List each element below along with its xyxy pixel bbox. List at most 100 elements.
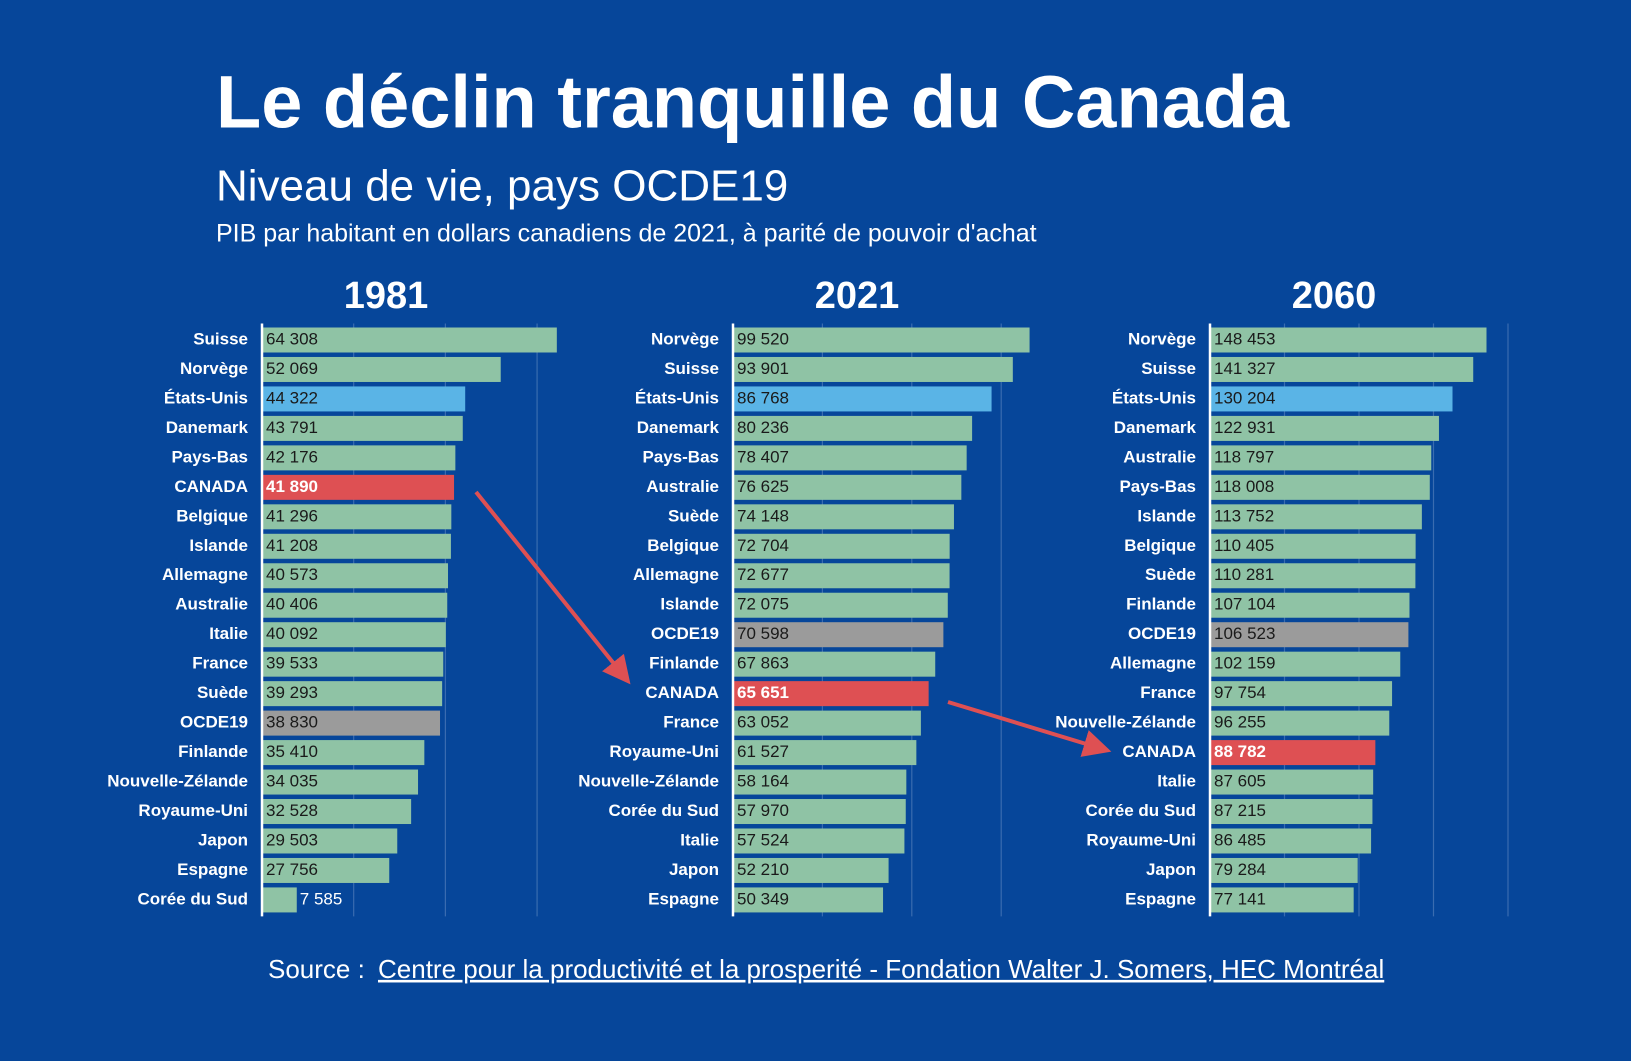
bar <box>262 887 297 913</box>
category-label: Suède <box>668 506 719 525</box>
value-label: 97 754 <box>1214 683 1266 702</box>
value-label: 35 410 <box>266 742 318 761</box>
category-label: Corée du Sud <box>1085 801 1196 820</box>
bar <box>733 533 950 559</box>
bar <box>1210 799 1373 825</box>
value-label: 79 284 <box>1214 860 1266 879</box>
value-label: 39 533 <box>266 654 318 673</box>
category-label: Danemark <box>166 418 249 437</box>
bar <box>1210 769 1374 795</box>
value-label: 102 159 <box>1214 654 1275 673</box>
category-label: Nouvelle-Zélande <box>107 772 248 791</box>
bar <box>262 622 446 648</box>
category-label: Belgique <box>647 536 719 555</box>
category-label: Corée du Sud <box>608 801 719 820</box>
value-label: 122 931 <box>1214 418 1275 437</box>
value-label: 72 075 <box>737 595 789 614</box>
bar <box>262 857 390 883</box>
bar <box>262 504 452 530</box>
category-label: OCDE19 <box>180 713 248 732</box>
value-label: 61 527 <box>737 742 789 761</box>
category-label: CANADA <box>1122 742 1196 761</box>
value-label: 88 782 <box>1214 742 1266 761</box>
bar <box>262 651 444 677</box>
bar <box>262 681 443 707</box>
bar <box>1210 887 1354 913</box>
category-label: Suisse <box>1141 359 1196 378</box>
category-label: Royaume-Uni <box>1086 830 1196 849</box>
category-label: Suisse <box>193 329 248 348</box>
bar <box>1210 740 1376 766</box>
value-label: 40 092 <box>266 624 318 643</box>
source-link[interactable]: Centre pour la productivité et la prospe… <box>378 954 1384 984</box>
bar <box>1210 710 1390 736</box>
category-label: France <box>192 654 248 673</box>
value-label: 72 677 <box>737 565 789 584</box>
category-label: Finlande <box>649 654 719 673</box>
bar <box>1210 681 1393 707</box>
bar <box>1210 563 1416 589</box>
category-label: Japon <box>669 860 719 879</box>
description: PIB par habitant en dollars canadiens de… <box>216 220 1037 248</box>
value-label: 57 970 <box>737 801 789 820</box>
title: Le déclin tranquille du Canada <box>216 61 1290 144</box>
value-label: 107 104 <box>1214 595 1275 614</box>
bar <box>1210 857 1358 883</box>
category-label: Nouvelle-Zélande <box>578 772 719 791</box>
bar <box>262 740 425 766</box>
category-label: Australie <box>646 477 719 496</box>
value-label: 41 208 <box>266 536 318 555</box>
bar <box>262 445 456 471</box>
bar <box>262 592 448 618</box>
value-label: 38 830 <box>266 713 318 732</box>
category-label: Pays-Bas <box>642 447 719 466</box>
value-label: 57 524 <box>737 830 789 849</box>
bar <box>262 533 451 559</box>
category-label: Danemark <box>1114 418 1197 437</box>
category-label: Corée du Sud <box>137 889 248 908</box>
bar <box>733 445 967 471</box>
value-label: 86 485 <box>1214 830 1266 849</box>
category-label: Pays-Bas <box>1119 477 1196 496</box>
category-label: États-Unis <box>635 388 719 407</box>
value-label: 80 236 <box>737 418 789 437</box>
bar <box>1210 592 1410 618</box>
chart-title: 2021 <box>815 275 900 317</box>
bar <box>262 386 466 412</box>
value-label: 106 523 <box>1214 624 1275 643</box>
bar <box>733 356 1013 382</box>
category-label: Belgique <box>176 506 248 525</box>
value-label: 27 756 <box>266 860 318 879</box>
bar <box>733 504 954 530</box>
category-label: OCDE19 <box>651 624 719 643</box>
category-label: Finlande <box>1126 595 1196 614</box>
bar <box>733 651 936 677</box>
bar <box>733 710 921 736</box>
value-label: 39 293 <box>266 683 318 702</box>
source-prefix: Source : <box>268 954 365 984</box>
category-label: Suisse <box>664 359 719 378</box>
bar <box>262 563 449 589</box>
value-label: 52 069 <box>266 359 318 378</box>
value-label: 29 503 <box>266 830 318 849</box>
bar <box>262 799 412 825</box>
category-label: États-Unis <box>164 388 248 407</box>
value-label: 93 901 <box>737 359 789 378</box>
category-label: Italie <box>1157 772 1196 791</box>
bar <box>733 681 929 707</box>
value-label: 72 704 <box>737 536 789 555</box>
bar <box>733 327 1030 353</box>
category-label: Australie <box>1123 447 1196 466</box>
category-label: Royaume-Uni <box>609 742 719 761</box>
bar <box>262 769 419 795</box>
value-label: 96 255 <box>1214 713 1266 732</box>
value-label: 118 797 <box>1214 447 1274 466</box>
subtitle: Niveau de vie, pays OCDE19 <box>216 162 788 211</box>
value-label: 148 453 <box>1214 329 1275 348</box>
category-label: Allemagne <box>162 565 248 584</box>
bar <box>733 799 906 825</box>
category-label: Belgique <box>1124 536 1196 555</box>
value-label: 65 651 <box>737 683 789 702</box>
category-label: Norvège <box>180 359 248 378</box>
category-label: OCDE19 <box>1128 624 1196 643</box>
